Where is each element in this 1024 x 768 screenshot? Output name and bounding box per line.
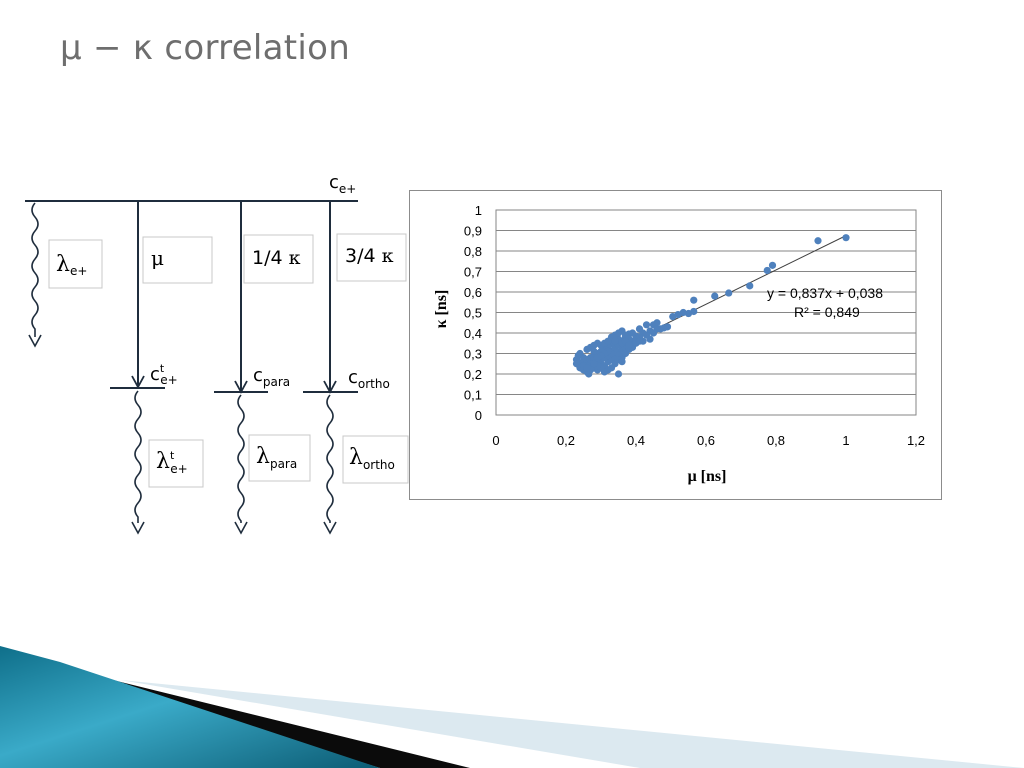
arrow-head-icon [323, 521, 337, 535]
data-point [842, 234, 850, 242]
y-axis-title: κ [ns] [433, 290, 450, 329]
data-point [768, 261, 777, 269]
y-tick-label: 0,2 [464, 367, 482, 382]
scatter-chart-svg: 0 0,1 0,2 0,3 0,4 0,5 0,6 0,7 0,8 0,9 1 0 0,2 0,4 0,6 0… [433, 203, 925, 485]
box-lambda-para-text: λpara [256, 444, 297, 471]
data-point [583, 364, 591, 372]
x-tick-label: 0 [492, 433, 499, 448]
data-point [669, 313, 677, 321]
top-level-label: ce+ [329, 172, 356, 196]
wavy-decay-ortho [326, 394, 334, 523]
teal-swoosh [0, 646, 380, 768]
data-points [572, 234, 850, 378]
x-tick-label: 0,8 [767, 433, 785, 448]
y-tick-label: 0,7 [464, 265, 482, 280]
data-point [590, 360, 598, 368]
box-quarter-kappa-text: 1/4 κ [252, 247, 301, 269]
data-point [746, 282, 754, 290]
box-mu [142, 236, 213, 284]
decay-scheme-diagram: ce+ ct e+ cpara cortho λe+ μ 1/4 κ 3/4 κ … [25, 172, 409, 535]
level-label-c-para: cpara [253, 365, 290, 389]
scatter-chart: 0 0,1 0,2 0,3 0,4 0,5 0,6 0,7 0,8 0,9 1 0 0,2 0,4 0,6 0… [409, 190, 942, 500]
light-swoosh [120, 680, 1024, 768]
data-point [618, 358, 626, 366]
wavy-decay-para [237, 394, 245, 523]
box-lambda-ortho-text: λortho [349, 445, 395, 472]
data-point [635, 337, 644, 345]
x-tick-label: 0,6 [697, 433, 715, 448]
x-tick-label: 1,2 [907, 433, 925, 448]
data-point [690, 296, 698, 304]
trendline-equation: y = 0,837x + 0,038 [767, 285, 883, 301]
wavy-decay-t-e-plus [134, 390, 142, 523]
data-point [614, 370, 623, 378]
box-lambda-t-e-plus-text: λt e+ [156, 449, 188, 476]
x-axis-title: μ [ns] [688, 468, 727, 485]
r-squared-label: R² = 0,849 [794, 304, 860, 320]
data-point [611, 337, 619, 345]
data-point [646, 335, 654, 343]
data-point [653, 325, 661, 333]
box-lambda-ortho [342, 435, 409, 484]
data-point [814, 237, 822, 245]
box-mu-text: μ [151, 246, 164, 270]
y-tick-label: 0,5 [464, 306, 482, 321]
x-tick-label: 0,2 [557, 433, 575, 448]
y-tick-label: 1 [475, 203, 482, 218]
y-tick-label: 0,9 [464, 224, 482, 239]
x-tick-label: 0,4 [627, 433, 645, 448]
y-tick-label: 0,8 [464, 244, 482, 259]
box-lambda-e-plus-text: λe+ [56, 252, 87, 278]
tick-labels: 0 0,1 0,2 0,3 0,4 0,5 0,6 0,7 0,8 0,9 1 0 0,2 0,4 0,6 0… [464, 203, 925, 448]
data-point [590, 341, 598, 349]
x-tick-label: 1 [842, 433, 849, 448]
box-three-quarter-kappa [336, 233, 407, 282]
box-lambda-e-plus [48, 239, 103, 289]
data-point [590, 347, 598, 356]
arrow-head-icon [28, 334, 42, 348]
y-tick-label: 0,3 [464, 347, 482, 362]
level-label-c-ortho: cortho [348, 367, 390, 391]
slide-title: μ − κ correlation [60, 28, 351, 68]
y-tick-label: 0,6 [464, 285, 482, 300]
y-tick-label: 0,1 [464, 388, 482, 403]
gridlines [495, 209, 917, 416]
data-point [763, 266, 771, 275]
arrow-head-icon [131, 521, 145, 535]
y-tick-label: 0,4 [464, 326, 482, 341]
box-lambda-para [248, 434, 311, 482]
corner-decoration [0, 646, 1024, 768]
data-point [642, 321, 651, 329]
data-point [576, 349, 584, 358]
arrow-head-icon [234, 521, 248, 535]
data-point [725, 289, 733, 297]
level-label-c-t-e-plus: ct e+ [150, 362, 178, 387]
data-point [711, 292, 719, 300]
y-tick-label: 0 [475, 408, 482, 423]
data-point [635, 325, 644, 333]
wavy-decay-e-plus [31, 202, 39, 337]
box-three-quarter-kappa-text: 3/4 κ [345, 245, 394, 267]
data-point [625, 341, 633, 349]
data-point [593, 354, 602, 362]
box-quarter-kappa [243, 234, 314, 284]
dark-swoosh [40, 662, 470, 768]
box-lambda-t-e-plus [148, 439, 204, 488]
